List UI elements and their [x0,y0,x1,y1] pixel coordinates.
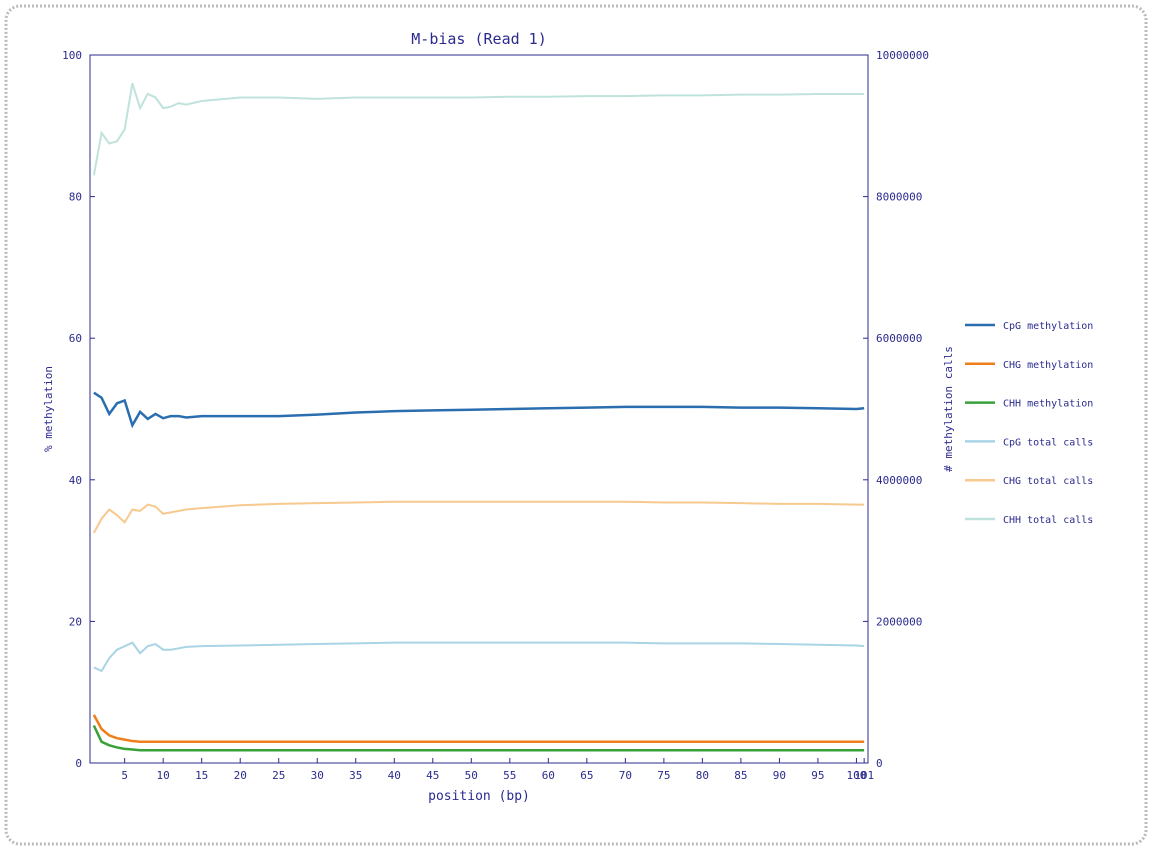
x-tick-label: 85 [734,769,747,782]
legend-label: CHH methylation [1003,399,1093,410]
series-line [93,641,865,673]
y2-tick-label: 4000000 [876,474,922,487]
series-line [93,391,865,429]
legend-label: CpG total calls [1003,437,1093,448]
legend-label: CHG total calls [1003,476,1093,487]
chart-title: M-bias (Read 1) [411,30,546,48]
x-tick-label: 15 [195,769,208,782]
y2-tick-label: 6000000 [876,332,922,345]
series-line [92,500,865,534]
legend-label: CHH total calls [1003,515,1093,526]
y2-axis-label: # methylation calls [942,346,955,472]
y2-tick-label: 10000000 [876,49,929,62]
series-line [92,724,865,752]
x-axis-label: position (bp) [428,789,530,804]
series-line [92,83,865,176]
frame [4,4,1148,846]
x-tick-label: 95 [811,769,824,782]
y-tick-label: 100 [62,49,82,62]
x-tick-label: 20 [234,769,247,782]
x-tick-label: 5 [121,769,128,782]
x-tick-label: 30 [311,769,324,782]
x-tick-label: 25 [272,769,285,782]
y2-tick-label: 2000000 [876,615,922,628]
y-axis-label: % methylation [42,366,55,452]
y-tick-label: 0 [75,757,82,770]
x-tick-label: 45 [426,769,439,782]
x-tick-label: 65 [580,769,593,782]
y2-tick-label: 8000000 [876,191,922,204]
x-tick-label: 70 [619,769,632,782]
y-tick-label: 80 [69,191,82,204]
y-tick-label: 20 [69,615,82,628]
x-tick-label: 40 [388,769,401,782]
x-tick-label: 100 [847,769,867,782]
x-tick-label: 75 [657,769,670,782]
y2-tick-label: 0 [876,757,883,770]
x-tick-label: 50 [465,769,478,782]
x-tick-label: 90 [773,769,786,782]
x-tick-label: 80 [696,769,709,782]
x-tick-label: 10 [157,769,170,782]
x-tick-label: 55 [503,769,516,782]
plot-area [89,54,869,764]
legend-label: CHG methylation [1003,360,1093,371]
legend-label: CpG methylation [1003,321,1093,332]
x-tick-label: 101 [854,769,874,782]
series-line [92,714,865,744]
x-tick-label: 60 [542,769,555,782]
x-tick-label: 35 [349,769,362,782]
y-tick-label: 60 [69,332,82,345]
y-tick-label: 40 [69,474,82,487]
